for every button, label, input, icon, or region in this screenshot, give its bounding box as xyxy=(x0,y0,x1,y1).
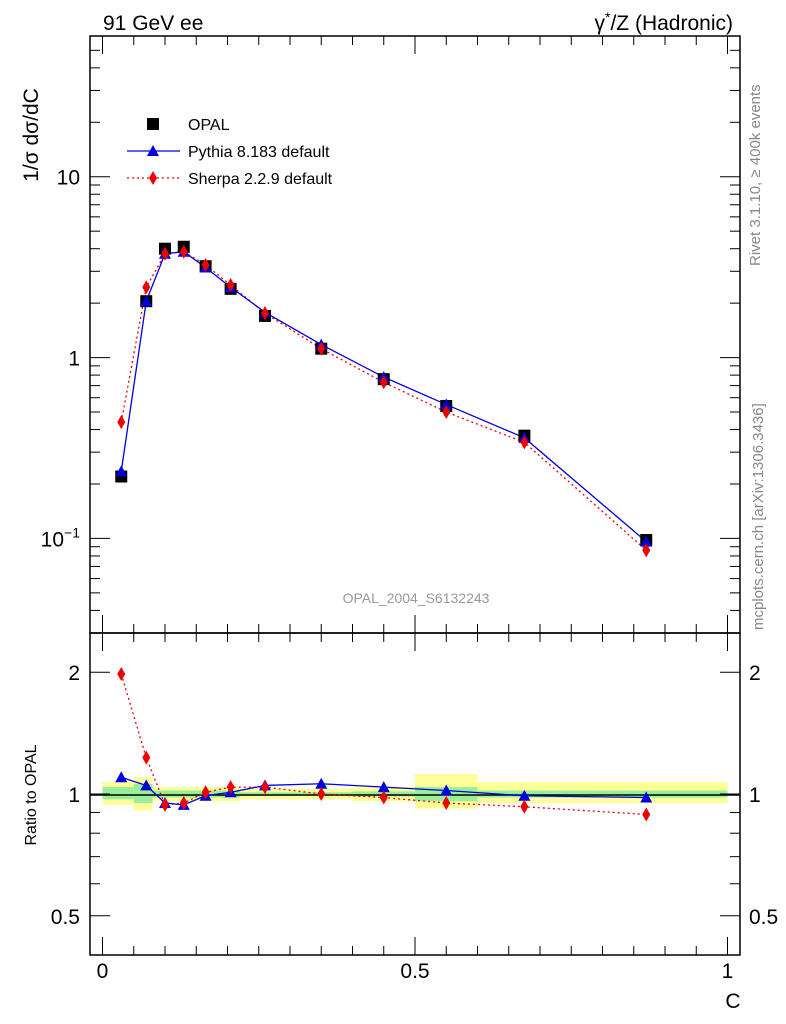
ratio-band-inner xyxy=(240,792,353,796)
ratio-ytick-label-right: 0.5 xyxy=(749,906,778,929)
ratio-sherpa-point xyxy=(117,666,126,681)
ratio-pythia-point xyxy=(315,777,328,789)
pythia-point xyxy=(440,398,453,410)
sherpa-point xyxy=(317,341,326,356)
legend-opal-marker xyxy=(147,118,159,130)
ratio-sherpa-point xyxy=(520,799,529,814)
sherpa-point xyxy=(179,244,188,259)
ratio-xtick-label: 0.5 xyxy=(400,960,429,983)
main-ytick-label: 10−1 xyxy=(41,524,81,551)
ratio-bands xyxy=(102,774,728,811)
legend-label: Sherpa 2.2.9 default xyxy=(188,171,333,188)
main-ylabel: 1/σ dσ/dC xyxy=(20,88,43,182)
ratio-series xyxy=(115,666,653,822)
ratio-pythia-point xyxy=(518,789,531,801)
ratio-sherpa-line xyxy=(120,673,647,816)
sherpa-point xyxy=(226,277,235,292)
ratio-band-inner xyxy=(477,790,728,798)
ratio-xlabel: C xyxy=(725,990,740,1013)
ratio-sherpa-point xyxy=(379,790,388,805)
ratio-sherpa-point xyxy=(226,780,235,795)
ratio-xtick-label: 0 xyxy=(97,960,109,983)
rivet-label: Rivet 3.1.10, ≥ 400k events xyxy=(747,84,764,266)
sherpa-point xyxy=(520,435,529,450)
legend: OPAL Pythia 8.183 default Sherpa 2.2.9 def… xyxy=(127,117,333,188)
pythia-line xyxy=(120,251,647,543)
ratio-sherpa-point xyxy=(142,750,151,765)
pythia-point xyxy=(140,295,153,307)
ratio-xtick-label: 1 xyxy=(722,960,734,983)
ratio-sherpa-point xyxy=(179,796,188,811)
legend-pythia-marker xyxy=(147,145,159,156)
ratio-axis-ticks xyxy=(90,633,740,956)
plot-title-left: 91 GeV ee xyxy=(103,12,203,35)
pythia-point xyxy=(115,465,128,477)
ratio-panel: 0.5 0.51 12 2 0 0.5 1 Ratio to OPAL C xyxy=(23,632,778,1013)
ratio-pythia-line xyxy=(121,776,647,806)
ratio-pythia-point xyxy=(377,781,390,793)
ratio-pythia-point xyxy=(140,779,153,791)
main-ytick-label: 10 xyxy=(57,167,80,190)
ratio-band-inner xyxy=(102,787,134,800)
legend-label: OPAL xyxy=(188,117,230,134)
sherpa-point xyxy=(201,258,210,273)
ratio-ytick-label: 1 xyxy=(68,784,80,807)
sherpa-point xyxy=(161,246,169,261)
main-ytick-label: 1 xyxy=(68,348,80,371)
ratio-ytick-label-right: 2 xyxy=(749,662,761,685)
ratio-pythia-point xyxy=(440,784,453,796)
ratio-sherpa-point xyxy=(201,785,210,800)
main-series xyxy=(115,240,653,558)
analysis-label: OPAL_2004_S6132243 xyxy=(343,590,490,606)
legend-sherpa-marker xyxy=(149,171,157,185)
sherpa-line xyxy=(120,251,647,551)
ratio-sherpa-point xyxy=(442,796,451,811)
plot-title-right: γ*/Z (Hadronic) xyxy=(595,9,733,35)
ratio-sherpa-point xyxy=(642,807,651,822)
ratio-ytick-label: 0.5 xyxy=(51,906,80,929)
sherpa-point xyxy=(379,375,388,390)
ratio-ytick-labels: 0.5 0.5 1 1 2 2 xyxy=(51,662,778,929)
ratio-band-inner xyxy=(152,790,215,798)
ratio-sherpa-point xyxy=(161,797,169,812)
sherpa-point xyxy=(261,306,269,321)
ratio-ytick-label: 2 xyxy=(68,662,80,685)
ratio-frame xyxy=(89,632,741,956)
main-ytick-labels: 10−1 1 10 xyxy=(41,167,81,552)
sherpa-point xyxy=(142,280,151,295)
mcplots-label: mcplots.cern.ch [arXiv:1306.3436] xyxy=(750,403,767,630)
sherpa-point xyxy=(442,405,451,420)
sherpa-point xyxy=(117,415,126,430)
ratio-pythia-point xyxy=(640,791,653,803)
sherpa-point xyxy=(642,543,651,558)
ratio-ytick-label-right: 1 xyxy=(749,784,761,807)
ratio-sherpa-point xyxy=(261,780,269,795)
ratio-sherpa-point xyxy=(317,787,326,801)
pythia-point xyxy=(640,535,653,547)
legend-label: Pythia 8.183 default xyxy=(188,144,330,161)
ratio-pythia-point xyxy=(115,771,128,783)
main-panel: 10−1 1 10 1/σ dσ/dC OPAL_2004_S6132243 OPA… xyxy=(20,35,741,634)
ratio-ylabel: Ratio to OPAL xyxy=(23,744,40,845)
ratio-xtick-labels: 0 0.5 1 xyxy=(97,960,734,983)
